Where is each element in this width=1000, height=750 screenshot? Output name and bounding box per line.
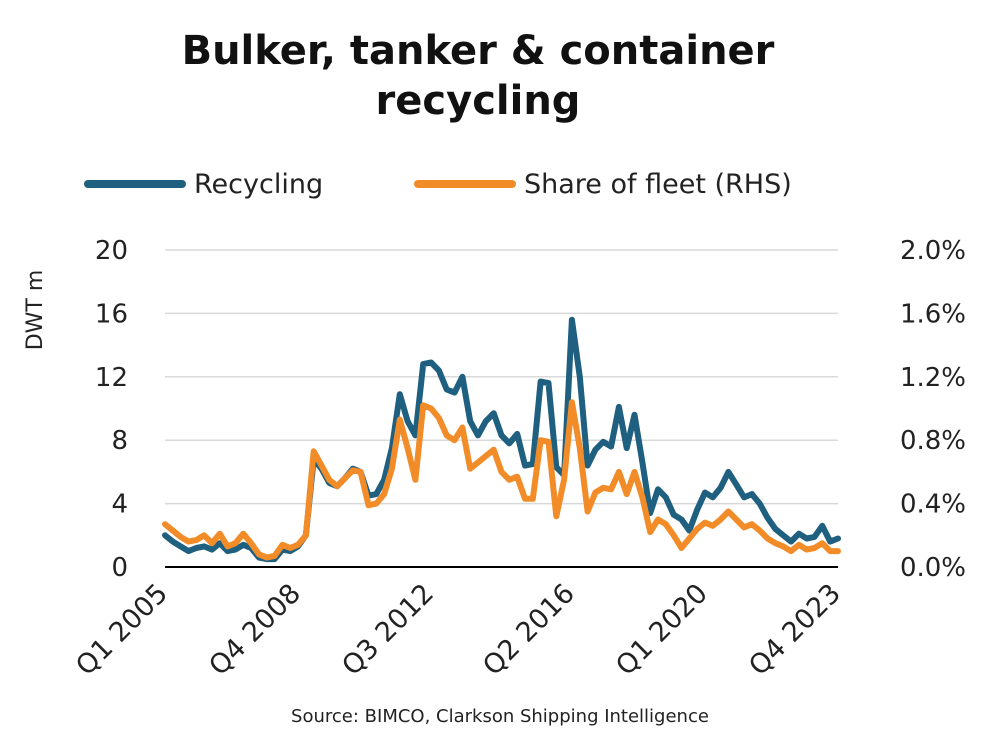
series-lines [162,316,841,563]
x-tick-label: Q1 2020 [610,578,714,682]
y-tick-label-left: 20 [95,236,128,266]
source-note: Source: BIMCO, Clarkson Shipping Intelli… [291,706,709,727]
y-tick-label-left: 8 [111,426,128,456]
chart-title-line-1: Bulker, tanker & container [182,28,775,74]
axis-ticks: 0 0.0% 4 0.4% 8 0.8% 12 1.2% 16 1.6% 20 2.0% Q1 2005… [70,236,966,682]
y-tick-label-left: 12 [95,363,128,393]
series-line-share-of-fleet [162,399,841,561]
legend: Recycling Share of fleet (RHS) [84,169,792,200]
x-tick-label: Q4 2008 [203,578,307,682]
y-tick-label-right: 1.6% [900,299,966,329]
y-tick-label-right: 0.4% [900,490,966,520]
y-tick-label-right: 0.0% [900,553,966,583]
y-tick-label-right: 0.8% [900,426,966,456]
x-tick-label: Q4 2023 [743,578,847,682]
y-tick-label-left: 16 [95,299,128,329]
y-tick-label-left: 0 [111,553,128,583]
gridlines [165,249,838,568]
x-tick-label: Q2 2016 [477,578,581,682]
x-tick-label: Q3 2012 [336,578,440,682]
y-axis-label: DWT m [23,270,48,351]
y-tick-label-right: 1.2% [900,363,966,393]
chart-title-line-2: recycling [376,78,581,124]
x-tick-label: Q1 2005 [70,578,174,682]
y-tick-label-left: 4 [111,490,128,520]
legend-label-share-of-fleet: Share of fleet (RHS) [524,169,792,200]
legend-label-recycling: Recycling [194,169,323,200]
y-tick-label-right: 2.0% [900,236,966,266]
